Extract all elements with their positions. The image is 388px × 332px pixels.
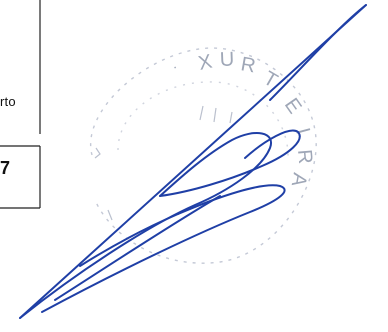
svg-text:I: I [291,126,314,137]
table-border [0,0,41,209]
svg-text:E: E [280,94,306,118]
svg-text:R: R [293,149,316,165]
stamp-center-marks [94,105,233,221]
signature [19,4,367,319]
text-fragment-bottom: 7 [0,158,11,178]
svg-text:X: X [196,51,214,75]
svg-text:R: R [239,53,257,77]
svg-text:·: · [169,58,181,74]
text-fragment-top: rto [0,94,16,109]
stamp-seal [89,47,317,264]
svg-text:U: U [219,49,234,71]
svg-text:T: T [260,67,282,92]
svg-text:A: A [287,171,311,189]
